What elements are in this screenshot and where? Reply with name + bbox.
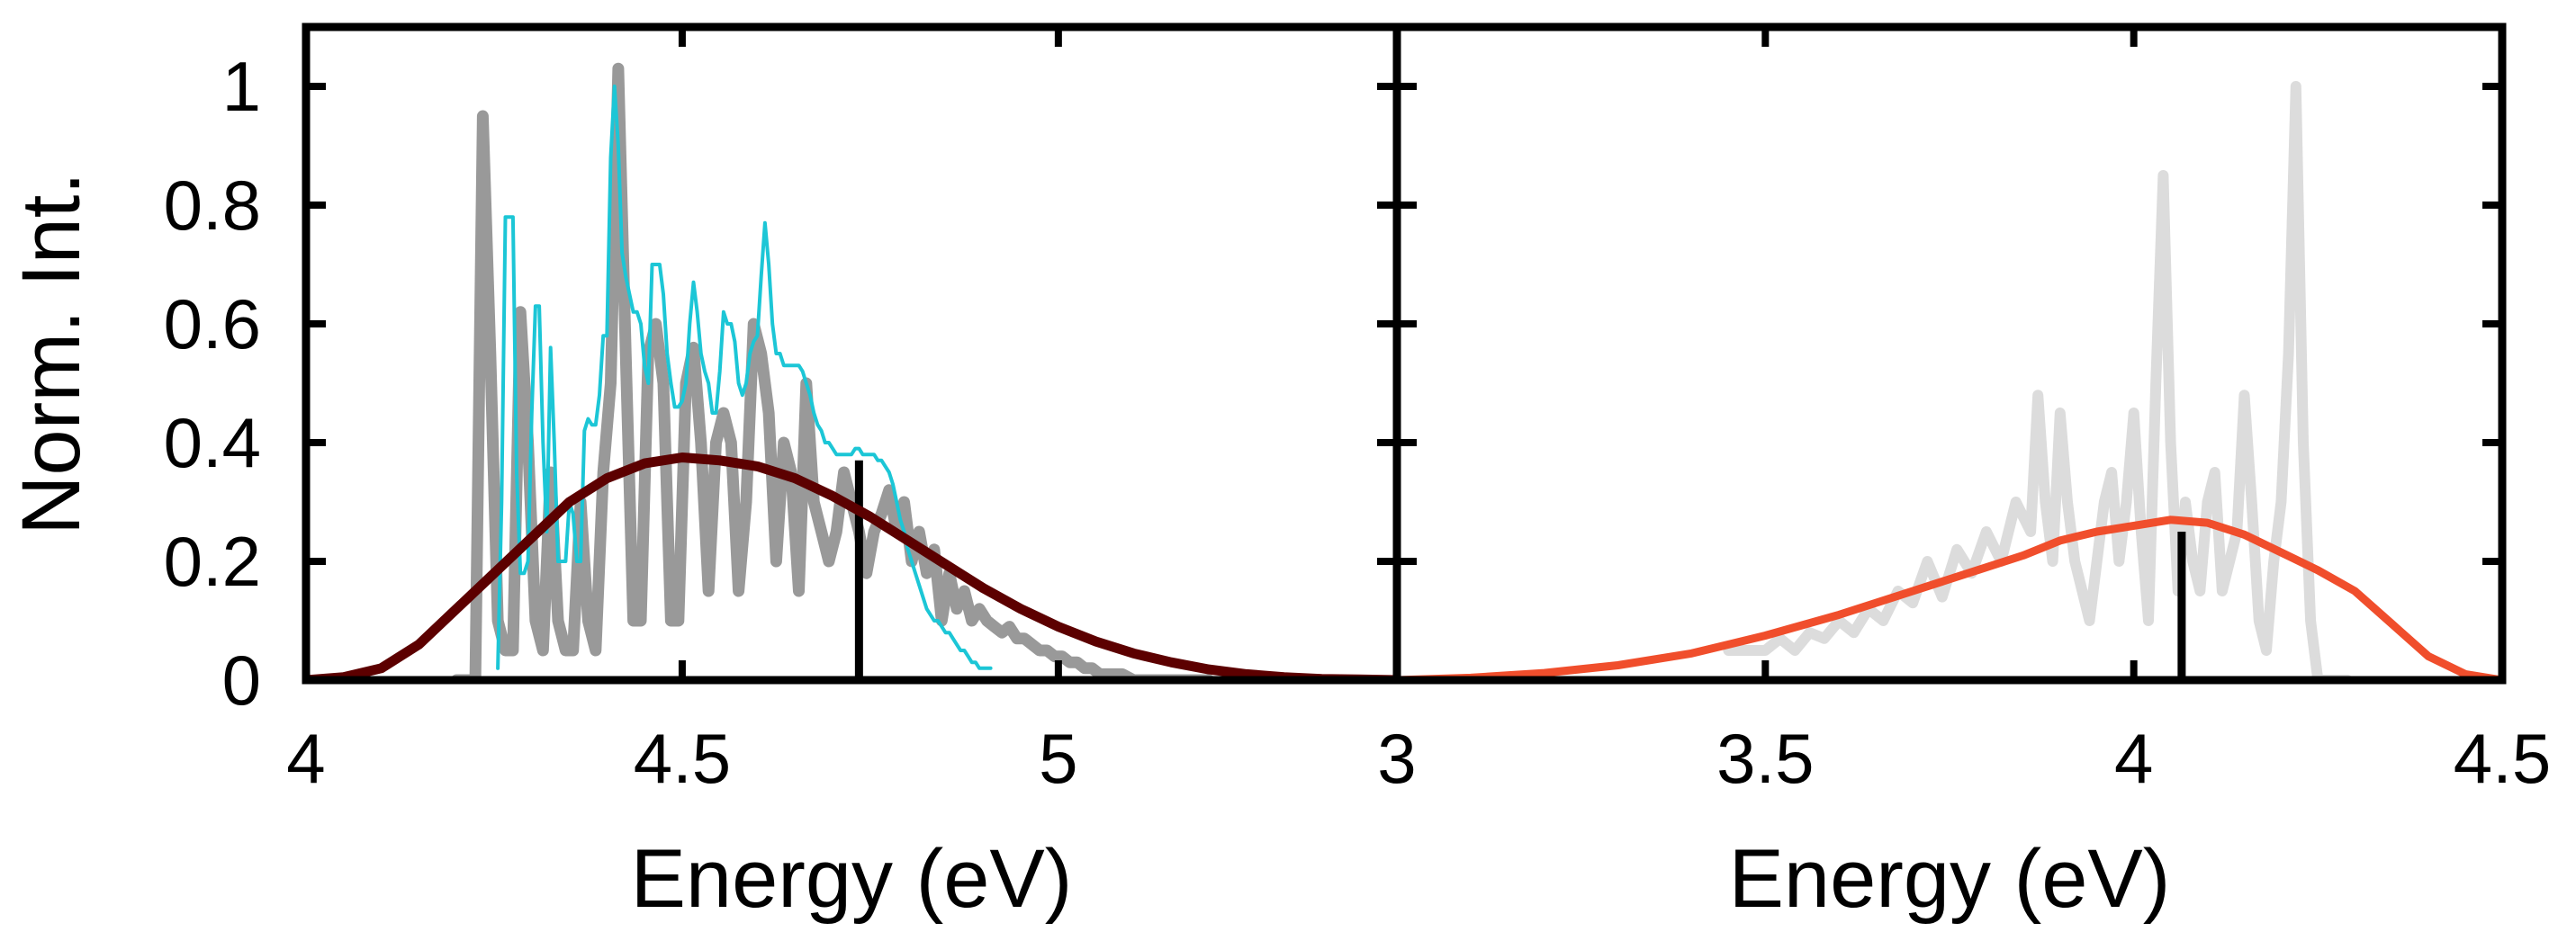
left-plot-area (306, 62, 1397, 680)
left-series-grey-vibronic-spectrum (450, 62, 1215, 680)
right-x-tick-label: 3.5 (1716, 719, 1814, 798)
right-series-group (1397, 81, 2502, 680)
left-x-tick-label: 4 (286, 719, 325, 798)
right-series-broadened-spectrum (1397, 515, 2502, 680)
right-x-tick-label: 3 (1377, 719, 1416, 798)
right-series-light-grey-vibronic-spectrum (1723, 81, 2354, 680)
left-y-tick-label: 0.2 (164, 522, 261, 601)
left-tick-marks (302, 27, 1397, 684)
right-x-axis-label: Energy (eV) (1729, 833, 2171, 925)
left-y-tick-label: 1 (222, 47, 261, 126)
left-series-group (306, 62, 1397, 680)
left-series-broadened-spectrum (306, 453, 1397, 680)
y-axis-label: Norm. Int. (5, 172, 97, 535)
left-y-tick-label: 0.6 (164, 284, 261, 363)
right-x-tick-label: 4.5 (2454, 719, 2551, 798)
left-y-tick-labels: 0 0.2 0.4 0.6 0.8 1 (164, 47, 261, 720)
left-y-tick-label: 0.4 (164, 403, 261, 482)
left-x-tick-labels: 4 4.5 5 (286, 719, 1077, 798)
right-x-tick-label: 4 (2114, 719, 2153, 798)
right-panel-frame (1392, 22, 2507, 685)
left-x-axis-label: Energy (eV) (631, 833, 1073, 925)
right-tick-marks (1393, 27, 2506, 684)
left-series-cyan-spectrum (496, 85, 993, 670)
left-panel: 4 4.5 5 00.20.40.60.81 Energy (eV) Norm. I… (5, 22, 1401, 925)
left-y-tick-label: 0 (222, 641, 261, 720)
left-x-tick-label: 4.5 (634, 719, 731, 798)
right-plot-area (1397, 81, 2502, 680)
right-panel: 3 3.5 4 4.5 Energy (eV) (1377, 22, 2551, 925)
left-y-tick-label: 0.8 (164, 166, 261, 245)
left-x-tick-label: 5 (1039, 719, 1077, 798)
left-panel-frame (302, 22, 1401, 685)
right-x-tick-labels: 3 3.5 4 4.5 (1377, 719, 2551, 798)
